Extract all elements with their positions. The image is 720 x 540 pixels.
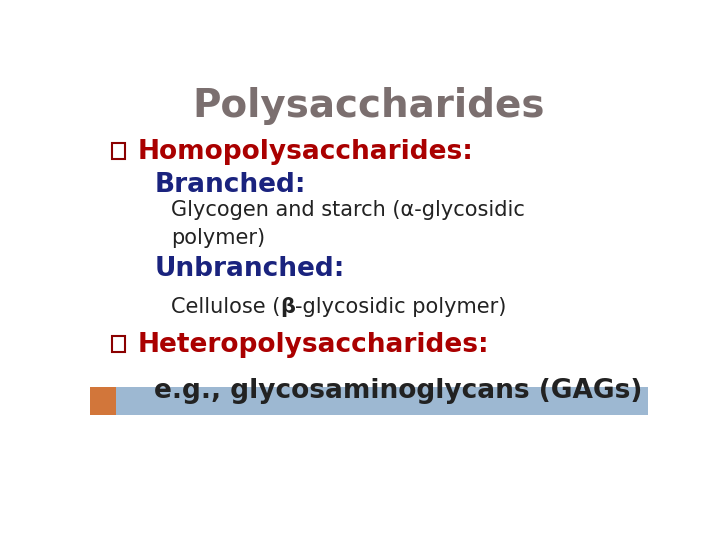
Bar xyxy=(90,387,116,415)
Bar xyxy=(112,143,125,159)
Text: e.g., glycosaminoglycans (GAGs): e.g., glycosaminoglycans (GAGs) xyxy=(154,378,642,404)
Text: β: β xyxy=(280,297,295,317)
Text: -glycosidic polymer): -glycosidic polymer) xyxy=(295,297,507,317)
Text: Cellulose (: Cellulose ( xyxy=(171,297,280,317)
Text: Polysaccharides: Polysaccharides xyxy=(193,87,545,125)
Text: Branched:: Branched: xyxy=(154,172,306,198)
Text: Glycogen and starch (α-glycosidic
polymer): Glycogen and starch (α-glycosidic polyme… xyxy=(171,200,525,248)
Bar xyxy=(90,387,648,415)
Text: Unbranched:: Unbranched: xyxy=(154,256,345,282)
Bar xyxy=(112,336,125,352)
Text: Cellulose (: Cellulose ( xyxy=(171,297,280,317)
Text: Homopolysaccharides:: Homopolysaccharides: xyxy=(138,139,473,165)
Text: Heteropolysaccharides:: Heteropolysaccharides: xyxy=(138,333,489,359)
